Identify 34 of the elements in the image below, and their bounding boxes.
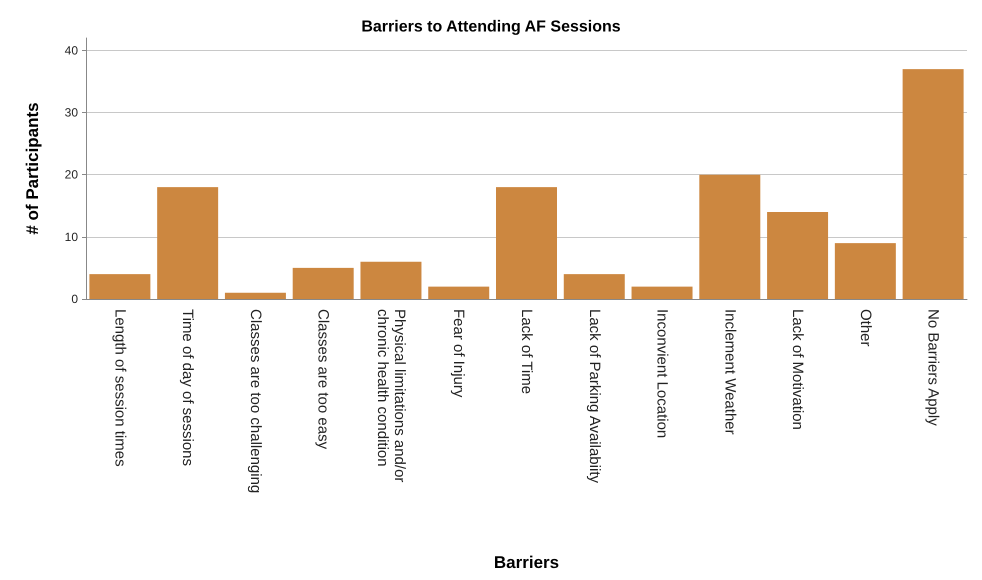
y-tick-label: 40 bbox=[64, 43, 78, 58]
x-tick-label: Classes are too easy bbox=[314, 309, 332, 450]
x-tick-label: Lack of Time bbox=[518, 309, 535, 394]
y-tick-label: 20 bbox=[64, 168, 78, 182]
x-tick-label: Time of day of sessions bbox=[179, 309, 196, 466]
x-tick-label: Lack of Parking Availabiity bbox=[586, 309, 603, 484]
x-tick-label: Inclement Weather bbox=[721, 309, 738, 435]
bar bbox=[224, 292, 286, 299]
bar bbox=[699, 174, 760, 299]
x-tick-label: Length of session times bbox=[111, 309, 128, 467]
x-tick-label: Other bbox=[856, 309, 874, 347]
bar bbox=[360, 262, 422, 299]
x-tick-label: Classes are too challenging bbox=[246, 309, 264, 494]
bar bbox=[292, 268, 354, 299]
y-tick-label: 10 bbox=[64, 230, 78, 244]
bar bbox=[89, 274, 150, 299]
bar bbox=[157, 187, 218, 299]
bar bbox=[834, 243, 896, 299]
chart-title: Barriers to Attending AF Sessions bbox=[361, 18, 621, 36]
bar bbox=[767, 212, 828, 299]
x-tick-label: Inconvient Location bbox=[654, 309, 671, 438]
bar bbox=[632, 286, 693, 299]
x-tick-label: Lack of Motivation bbox=[789, 309, 806, 430]
bar bbox=[564, 274, 625, 299]
x-axis-title: Barriers bbox=[494, 553, 560, 572]
y-tick-label: 30 bbox=[64, 106, 78, 120]
bar bbox=[902, 69, 964, 299]
bar bbox=[496, 187, 557, 299]
bar bbox=[428, 286, 490, 299]
x-tick-label: No Barriers Apply bbox=[924, 309, 942, 426]
x-tick-label: Physical limitations and/or chronic health condition bbox=[374, 309, 408, 482]
x-tick-label: Fear of Injury bbox=[450, 309, 468, 398]
y-tick-label: 0 bbox=[71, 292, 78, 306]
y-axis-title: # of Participants bbox=[23, 102, 42, 235]
